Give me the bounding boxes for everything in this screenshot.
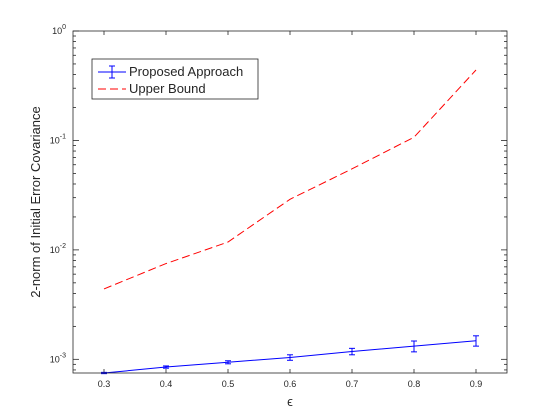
- legend-label-proposed: Proposed Approach: [129, 64, 243, 79]
- x-tick-label: 0.4: [160, 379, 173, 389]
- series-layer: [101, 69, 479, 375]
- x-tick-label: 0.5: [222, 379, 235, 389]
- legend-label-upper-bound: Upper Bound: [129, 81, 206, 96]
- error-bar: [473, 335, 479, 347]
- error-bar: [411, 340, 417, 353]
- plot-frame: [72, 30, 508, 374]
- error-bar: [287, 354, 293, 361]
- y-tick-label: 10-3: [50, 352, 66, 364]
- x-tick-label: 0.3: [98, 379, 111, 389]
- y-tick-label: 10-2: [50, 243, 66, 255]
- y-tick-labels: 100 10-1 10-2 10-3: [50, 24, 66, 364]
- x-tick-label: 0.6: [284, 379, 297, 389]
- x-tick-label: 0.7: [346, 379, 359, 389]
- legend-marker-proposed: [98, 65, 126, 79]
- x-tick-labels: 0.3 0.4 0.5 0.6 0.7 0.8 0.9: [98, 379, 483, 389]
- x-axis-label: ϵ: [287, 394, 293, 409]
- error-bar: [225, 360, 231, 365]
- error-bar: [349, 347, 355, 356]
- error-bar: [163, 365, 169, 369]
- legend: Proposed Approach Upper Bound: [91, 58, 259, 100]
- x-tick-label: 0.8: [408, 379, 421, 389]
- minor-ticks: [73, 35, 507, 371]
- legend-box: [91, 58, 259, 100]
- y-tick-label: 100: [52, 24, 66, 36]
- y-tick-label: 10-1: [50, 133, 66, 145]
- series-line-1: [103, 69, 477, 290]
- x-tick-label: 0.9: [470, 379, 483, 389]
- y-axis-label: 2-norm of Initial Error Covariance: [28, 106, 43, 297]
